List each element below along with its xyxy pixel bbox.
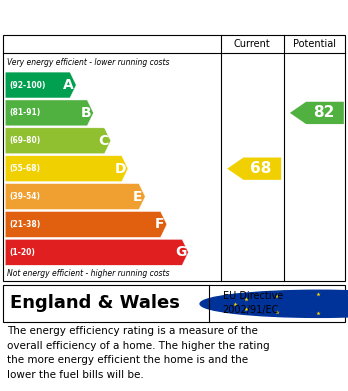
Polygon shape: [5, 184, 145, 210]
Text: 68: 68: [250, 161, 271, 176]
Text: C: C: [98, 134, 108, 148]
Text: A: A: [63, 78, 74, 92]
Text: England & Wales: England & Wales: [10, 294, 180, 312]
Text: D: D: [114, 161, 126, 176]
Text: Very energy efficient - lower running costs: Very energy efficient - lower running co…: [7, 58, 169, 67]
Text: F: F: [155, 217, 164, 231]
Text: Potential: Potential: [293, 39, 335, 49]
Text: (21-38): (21-38): [9, 220, 41, 229]
Text: Energy Efficiency Rating: Energy Efficiency Rating: [6, 7, 235, 25]
Polygon shape: [290, 102, 344, 124]
Polygon shape: [5, 239, 188, 265]
Text: 82: 82: [313, 106, 334, 120]
Text: G: G: [175, 245, 187, 259]
Text: E: E: [133, 190, 142, 204]
Polygon shape: [5, 156, 128, 181]
Text: (92-100): (92-100): [9, 81, 46, 90]
Polygon shape: [5, 212, 167, 237]
Text: (1-20): (1-20): [9, 248, 35, 257]
Polygon shape: [227, 158, 281, 180]
Polygon shape: [5, 72, 76, 98]
Text: EU Directive
2002/91/EC: EU Directive 2002/91/EC: [223, 291, 283, 315]
Text: The energy efficiency rating is a measure of the
overall efficiency of a home. T: The energy efficiency rating is a measur…: [7, 326, 269, 380]
Text: (69-80): (69-80): [9, 136, 41, 145]
Text: (81-91): (81-91): [9, 108, 41, 117]
Polygon shape: [5, 128, 111, 154]
Polygon shape: [5, 100, 94, 126]
Text: Not energy efficient - higher running costs: Not energy efficient - higher running co…: [7, 269, 169, 278]
Text: B: B: [80, 106, 91, 120]
Text: Current: Current: [234, 39, 271, 49]
Text: (39-54): (39-54): [9, 192, 40, 201]
Circle shape: [200, 290, 348, 317]
Text: (55-68): (55-68): [9, 164, 40, 173]
